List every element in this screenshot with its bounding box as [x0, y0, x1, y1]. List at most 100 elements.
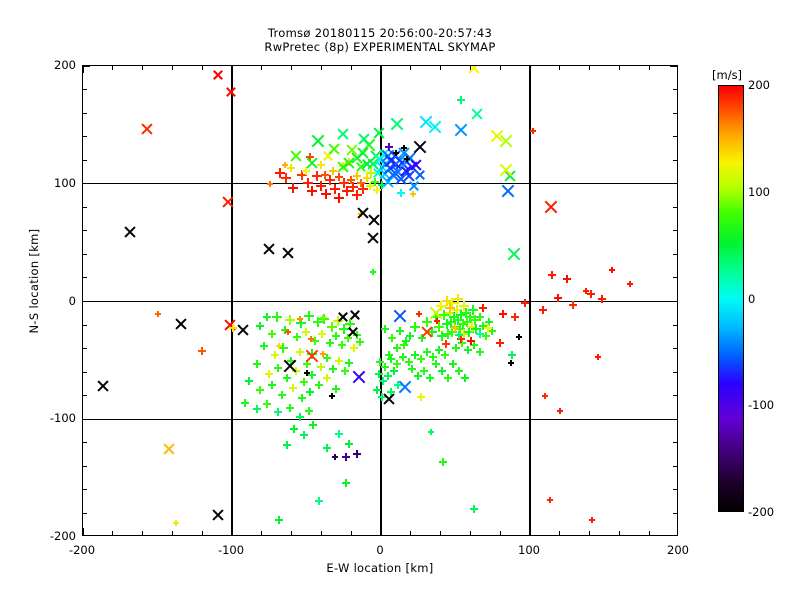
- data-point-plus-marker: [471, 324, 487, 344]
- data-point-plus-marker: [562, 275, 576, 291]
- data-point-x-marker: [306, 157, 327, 184]
- y-axis-tick: [83, 489, 87, 491]
- x-axis-tick: [83, 528, 84, 535]
- plot-area[interactable]: [82, 65, 678, 536]
- data-point-plus-marker: [287, 163, 300, 180]
- data-point-plus-marker: [456, 310, 472, 330]
- data-point-plus-marker: [488, 327, 501, 343]
- data-point-plus-marker: [307, 186, 323, 206]
- data-point-x-marker: [409, 180, 427, 204]
- data-point-plus-marker: [334, 172, 348, 189]
- data-point-plus-marker: [369, 268, 380, 281]
- data-point-plus-marker: [322, 443, 336, 460]
- data-point-plus-marker: [456, 335, 470, 351]
- data-point-plus-marker: [406, 331, 419, 348]
- data-point-plus-marker: [470, 504, 483, 521]
- x-axis-tick: [380, 66, 382, 73]
- data-point-x-marker: [328, 142, 349, 170]
- data-point-plus-marker: [346, 176, 360, 192]
- data-point-plus-marker: [288, 182, 304, 203]
- data-point-plus-marker: [441, 295, 458, 316]
- data-point-plus-marker: [352, 330, 366, 347]
- data-point-plus-marker: [284, 329, 295, 341]
- x-axis-tick-label: -100: [217, 543, 245, 557]
- data-point-plus-marker: [337, 341, 351, 357]
- data-point-plus-marker: [443, 374, 457, 390]
- data-point-plus-marker: [341, 186, 358, 206]
- y-axis-tick: [673, 89, 677, 91]
- data-point-x-marker: [428, 120, 452, 151]
- data-point-plus-marker: [301, 167, 315, 183]
- data-point-plus-marker: [320, 314, 330, 327]
- data-point-x-marker: [395, 173, 416, 200]
- x-axis-tick: [559, 66, 561, 70]
- data-point-x-marker: [401, 155, 422, 183]
- x-axis-tick: [291, 66, 293, 70]
- data-point-x-marker: [311, 134, 335, 165]
- data-point-x-marker: [398, 147, 419, 174]
- data-point-plus-marker: [422, 348, 436, 364]
- data-point-plus-marker: [422, 317, 438, 337]
- y-axis-tick: [670, 183, 677, 185]
- data-point-plus-marker: [307, 348, 323, 369]
- y-axis-tick: [673, 395, 677, 397]
- data-point-plus-marker: [464, 346, 477, 362]
- data-point-plus-marker: [413, 371, 427, 388]
- data-point-plus-marker: [228, 323, 242, 340]
- data-point-x-marker: [382, 175, 403, 203]
- gridline-vertical: [529, 66, 531, 535]
- x-axis-tick: [231, 66, 233, 73]
- data-point-x-marker: [337, 311, 356, 335]
- y-axis-title: N-S location [km]: [27, 228, 41, 334]
- data-point-x-marker: [382, 149, 405, 180]
- data-point-plus-marker: [448, 312, 465, 332]
- data-point-plus-marker: [426, 326, 443, 347]
- data-point-x-marker: [97, 380, 118, 407]
- data-point-x-marker: [373, 127, 394, 154]
- data-point-plus-marker: [322, 374, 336, 390]
- x-axis-tick: [171, 531, 173, 535]
- y-axis-tick: [83, 66, 90, 67]
- data-point-plus-marker: [315, 381, 328, 397]
- data-point-plus-marker: [303, 370, 314, 382]
- data-point-plus-marker: [483, 323, 497, 340]
- chart-title: Tromsø 20180115 20:56:00-20:57:43 RwPret…: [82, 26, 678, 54]
- x-axis-tick: [410, 531, 412, 535]
- data-point-plus-marker: [320, 351, 330, 363]
- data-point-plus-marker: [389, 367, 403, 383]
- data-point-plus-marker: [450, 321, 466, 342]
- x-axis-tick: [261, 531, 263, 535]
- data-point-plus-marker: [315, 496, 328, 513]
- y-axis-tick: [670, 300, 677, 303]
- data-point-plus-marker: [263, 400, 276, 416]
- data-point-plus-marker: [334, 429, 348, 446]
- data-point-plus-marker: [495, 338, 509, 355]
- colorbar-gradient[interactable]: [718, 85, 744, 512]
- data-point-plus-marker: [407, 364, 421, 381]
- data-point-plus-marker: [316, 362, 330, 379]
- data-point-plus-marker: [508, 359, 518, 372]
- x-axis-tick: [142, 531, 144, 535]
- y-axis-tick: [673, 371, 677, 373]
- data-point-plus-marker: [295, 318, 312, 338]
- x-axis-tick: [469, 531, 471, 535]
- data-point-plus-marker: [345, 358, 358, 375]
- data-point-plus-marker: [463, 326, 480, 347]
- y-axis-tick: [673, 489, 677, 491]
- data-point-plus-marker: [282, 441, 296, 457]
- data-point-plus-marker: [300, 430, 313, 447]
- data-point-x-marker: [175, 318, 196, 345]
- data-point-plus-marker: [306, 152, 319, 169]
- data-point-plus-marker: [245, 376, 258, 393]
- data-point-plus-marker: [469, 314, 486, 335]
- data-point-plus-marker: [507, 350, 521, 367]
- plot-inner: [83, 66, 677, 535]
- data-point-x-marker: [349, 310, 368, 333]
- data-point-plus-marker: [275, 515, 288, 532]
- data-point-x-marker: [507, 247, 531, 278]
- data-point-plus-marker: [594, 353, 605, 366]
- x-axis-tick: [529, 528, 531, 535]
- y-axis-tick: [83, 465, 87, 467]
- data-point-plus-marker: [462, 317, 478, 337]
- data-point-plus-marker: [281, 161, 292, 174]
